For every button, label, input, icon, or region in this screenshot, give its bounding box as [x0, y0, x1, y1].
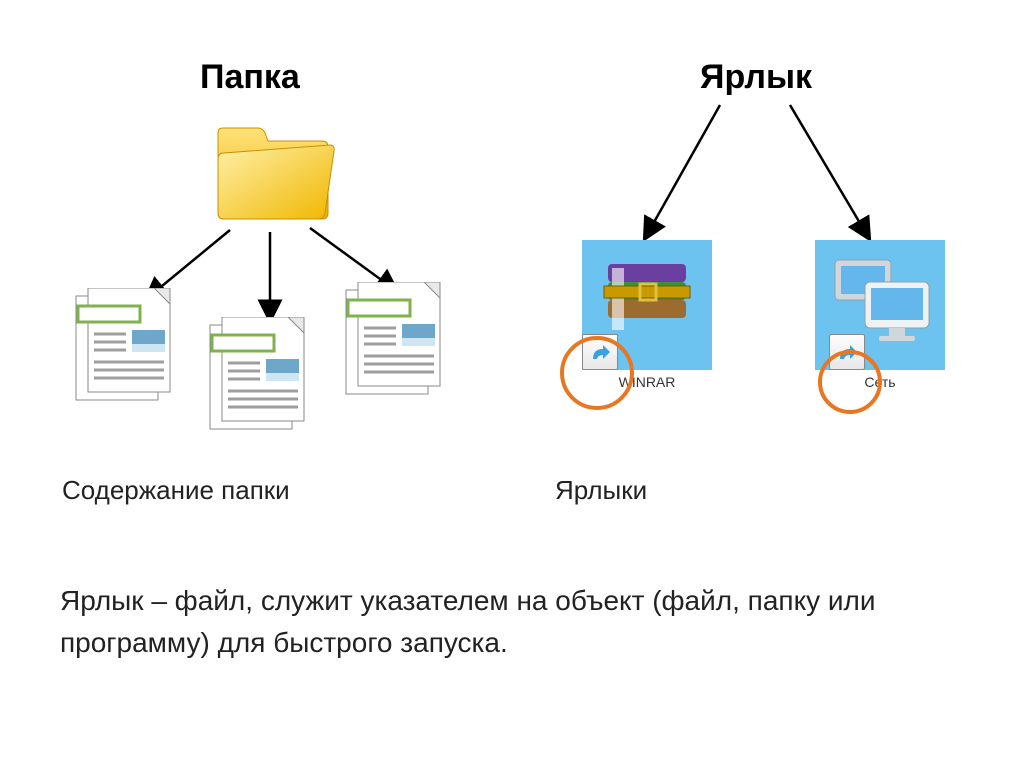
- document-icon-2: [208, 317, 320, 445]
- highlight-circle-left: [560, 336, 634, 410]
- caption-folder-contents: Содержание папки: [62, 475, 290, 506]
- highlight-circle-right: [818, 350, 882, 414]
- document-icon-1: [74, 288, 186, 416]
- caption-shortcuts: Ярлыки: [555, 475, 647, 506]
- document-icon-3: [344, 282, 456, 410]
- definition-text: Ярлык – файл, служит указателем на объек…: [60, 580, 964, 664]
